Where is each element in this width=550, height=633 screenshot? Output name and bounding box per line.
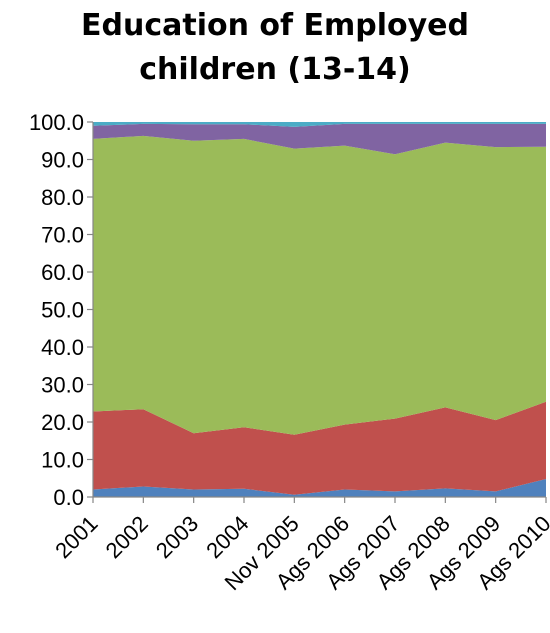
y-tick-label: 90.0 — [41, 148, 84, 173]
area-series-3 — [93, 135, 546, 435]
chart-title-line-2: children (13-14) — [139, 52, 411, 87]
area-series-2 — [93, 401, 546, 495]
x-tick-label: 2002 — [101, 511, 153, 563]
area-layer — [93, 122, 546, 497]
y-tick-label: 20.0 — [41, 410, 84, 435]
y-tick-label: 80.0 — [41, 185, 84, 210]
y-tick-label: 0.0 — [53, 485, 84, 510]
area-series-5 — [93, 122, 546, 127]
y-tick-label: 50.0 — [41, 298, 84, 323]
y-tick-label: 70.0 — [41, 223, 84, 248]
axes-layer — [87, 121, 547, 503]
y-tick-label: 40.0 — [41, 335, 84, 360]
area-series-4 — [93, 123, 546, 155]
x-tick-label: 2001 — [50, 511, 102, 563]
chart-title: Education of Employed children (13-14) — [0, 4, 550, 92]
y-tick-label: 30.0 — [41, 373, 84, 398]
area-series-1 — [93, 479, 546, 497]
y-tick-label: 60.0 — [41, 260, 84, 285]
y-tick-label: 100.0 — [29, 110, 84, 135]
x-tick-label: 2003 — [151, 511, 203, 563]
y-tick-label: 10.0 — [41, 448, 84, 473]
chart-title-line-1: Education of Employed — [81, 8, 469, 43]
